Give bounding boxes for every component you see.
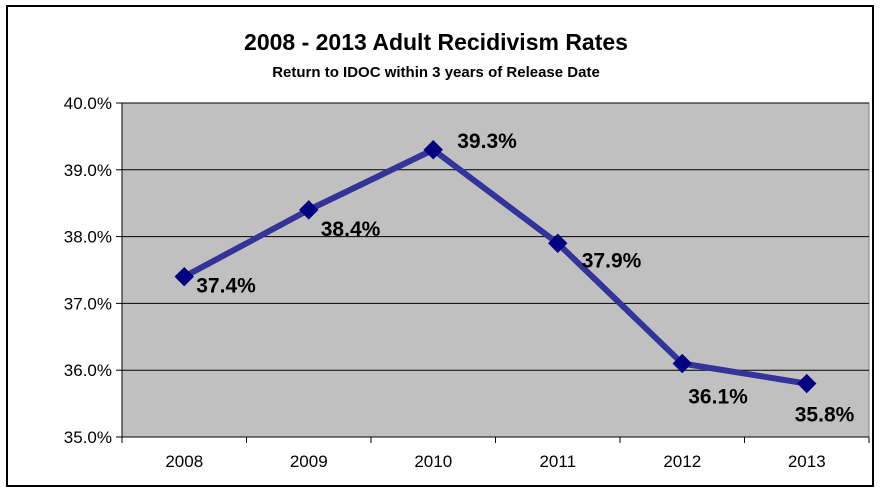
gridlines [122, 102, 869, 371]
plot-area [121, 102, 870, 438]
chart-title: 2008 - 2013 Adult Recidivism Rates [244, 29, 628, 55]
y-tick-label: 37.0% [64, 294, 112, 313]
x-tick-label: 2010 [414, 452, 452, 471]
data-label: 36.1% [688, 386, 748, 409]
y-tick-label: 38.0% [64, 228, 112, 247]
data-label: 38.4% [321, 218, 381, 241]
y-tick-label: 36.0% [64, 361, 112, 380]
y-tick-label: 40.0% [64, 94, 112, 113]
x-tick-label: 2011 [539, 452, 576, 471]
data-point-marker [299, 200, 319, 220]
y-tick-label: 39.0% [64, 161, 112, 180]
series-recidivism-rate [174, 140, 817, 394]
data-point-marker [423, 140, 443, 160]
data-point-marker [548, 233, 568, 253]
data-point-marker [797, 373, 817, 394]
data-label: 37.4% [196, 275, 256, 298]
x-tick-label: 2009 [290, 452, 328, 471]
axes: 35.0% 36.0% 37.0% 38.0% 39.0% 40.0% 2008 2009 20… [64, 94, 870, 471]
x-tick-label: 2012 [663, 452, 701, 471]
data-label: 37.9% [582, 249, 642, 272]
x-tick-label: 2008 [165, 452, 203, 471]
y-tick-label: 35.0% [64, 428, 112, 447]
data-labels: 37.4% 38.4% 39.3% 37.9% 36.1% 35.8% [196, 130, 854, 427]
data-label: 35.8% [795, 404, 855, 427]
chart-subtitle: Return to IDOC within 3 years of Release… [272, 64, 600, 81]
x-tick-label: 2013 [788, 452, 826, 471]
data-label: 39.3% [457, 130, 517, 153]
series-line [182, 146, 808, 387]
data-point-marker [174, 266, 194, 287]
data-point-marker [672, 353, 692, 374]
